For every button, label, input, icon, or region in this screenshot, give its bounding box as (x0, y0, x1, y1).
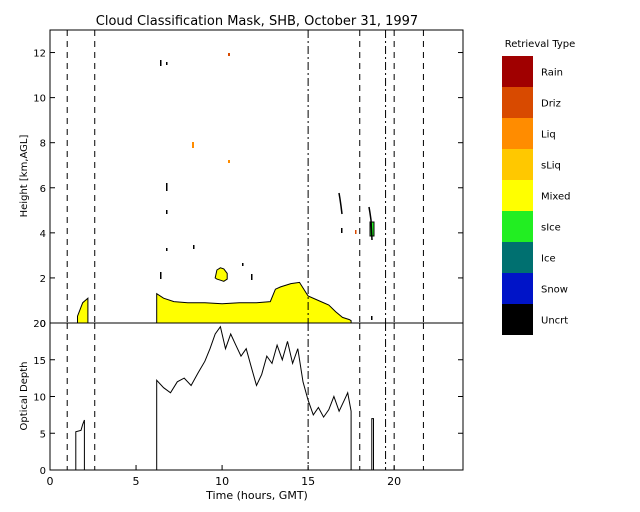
legend-label-driz: Driz (541, 99, 561, 110)
cloud-speck-6 (166, 183, 168, 191)
legend-label-mixed: Mixed (541, 192, 571, 203)
legend-label-ice: Ice (541, 254, 556, 265)
bottom-y-axis-label: Optical Depth (19, 362, 30, 431)
mixed-cloud-patch (214, 267, 228, 282)
mixed-cloud-main (156, 281, 352, 324)
top-reference-lines (66, 30, 424, 323)
legend-swatch-ice (502, 242, 533, 273)
cloud-speck-12 (251, 274, 253, 280)
legend-swatch-snow (502, 273, 533, 304)
cloud-speck-8 (193, 245, 195, 249)
x-tick-label-0: 0 (47, 475, 54, 488)
x-tick-label-1: 5 (133, 475, 140, 488)
cloud-speck-10 (160, 272, 162, 279)
bottom-y-tick-label-0: 0 (40, 466, 46, 477)
bottom-panel: 0 5 10 15 20 0 5 10 15 20 Optical Depth Time (ho… (19, 319, 464, 502)
legend-label-snow: Snow (541, 285, 568, 296)
top-plot-frame (49, 29, 464, 324)
legend-swatch-sliq (502, 149, 533, 180)
cloud-speck-11 (242, 263, 244, 266)
cloud-speck-1 (160, 60, 162, 66)
x-tick-label-3: 15 (301, 475, 315, 488)
top-y-tick-label-6: 12 (33, 49, 46, 60)
top-y-tick-label-4: 8 (40, 139, 46, 150)
bottom-y-ticks: 0 5 10 15 20 (33, 319, 463, 477)
legend-label-uncrt: Uncrt (541, 316, 568, 327)
top-y-axis-label: Height [km,AGL] (19, 135, 30, 218)
legend: Retrieval Type Rain Driz Liq sLiq Mixed sIce I… (502, 39, 575, 335)
top-panel: 0 2 4 6 8 10 12 Height [km,AGL] (19, 29, 464, 330)
legend-swatch-driz (502, 87, 533, 118)
bottom-x-ticks: 0 5 10 15 20 (47, 465, 401, 488)
cloud-speck-9 (166, 248, 168, 251)
bottom-plot-frame (49, 322, 464, 471)
legend-label-liq: Liq (541, 130, 556, 141)
top-clouds (77, 53, 375, 324)
legend-label-sliq: sLiq (541, 161, 561, 172)
legend-label-sice: sIce (541, 223, 561, 234)
cloud-speck-14 (355, 230, 357, 234)
legend-swatch-liq (502, 118, 533, 149)
x-tick-label-4: 20 (387, 475, 401, 488)
optical-depth-line (75, 325, 352, 471)
cloud-streak-1 (338, 192, 343, 215)
cloud-speck-7 (166, 210, 168, 214)
legend-swatch-rain (502, 56, 533, 87)
cloud-speck-2 (166, 62, 168, 65)
legend-swatch-sice (502, 211, 533, 242)
legend-title: Retrieval Type (505, 39, 576, 50)
bottom-y-tick-label-2: 10 (33, 393, 46, 404)
legend-items: Rain Driz Liq sLiq Mixed sIce Ice Snow Uncrt (502, 56, 571, 335)
bottom-y-tick-label-1: 5 (40, 429, 46, 440)
cloud-speck-3 (228, 53, 230, 56)
legend-label-rain: Rain (541, 68, 563, 79)
top-y-tick-label-0: 0 (40, 319, 46, 330)
bottom-reference-lines (66, 323, 424, 470)
top-y-tick-label-1: 2 (40, 274, 46, 285)
mixed-cloud-early (77, 297, 89, 324)
cloud-speck-4 (192, 142, 194, 148)
cloud-speck-5 (228, 160, 230, 163)
bottom-y-tick-label-4: 20 (33, 319, 46, 330)
bottom-y-tick-label-3: 15 (33, 356, 46, 367)
x-tick-label-2: 10 (215, 475, 229, 488)
legend-swatch-uncrt (502, 304, 533, 335)
legend-swatch-mixed (502, 180, 533, 211)
top-y-tick-label-5: 10 (33, 94, 46, 105)
cloud-speck-15 (371, 316, 373, 320)
top-y-tick-label-2: 4 (40, 229, 46, 240)
optical-depth-spike (371, 418, 374, 470)
top-y-tick-label-3: 6 (40, 184, 46, 195)
cloud-speck-13 (341, 228, 343, 233)
top-y-ticks: 0 2 4 6 8 10 12 (33, 49, 463, 330)
cloud-streak-2 (368, 206, 373, 241)
x-axis-label: Time (hours, GMT) (205, 489, 308, 502)
chart-title: Cloud Classification Mask, SHB, October … (96, 14, 418, 29)
